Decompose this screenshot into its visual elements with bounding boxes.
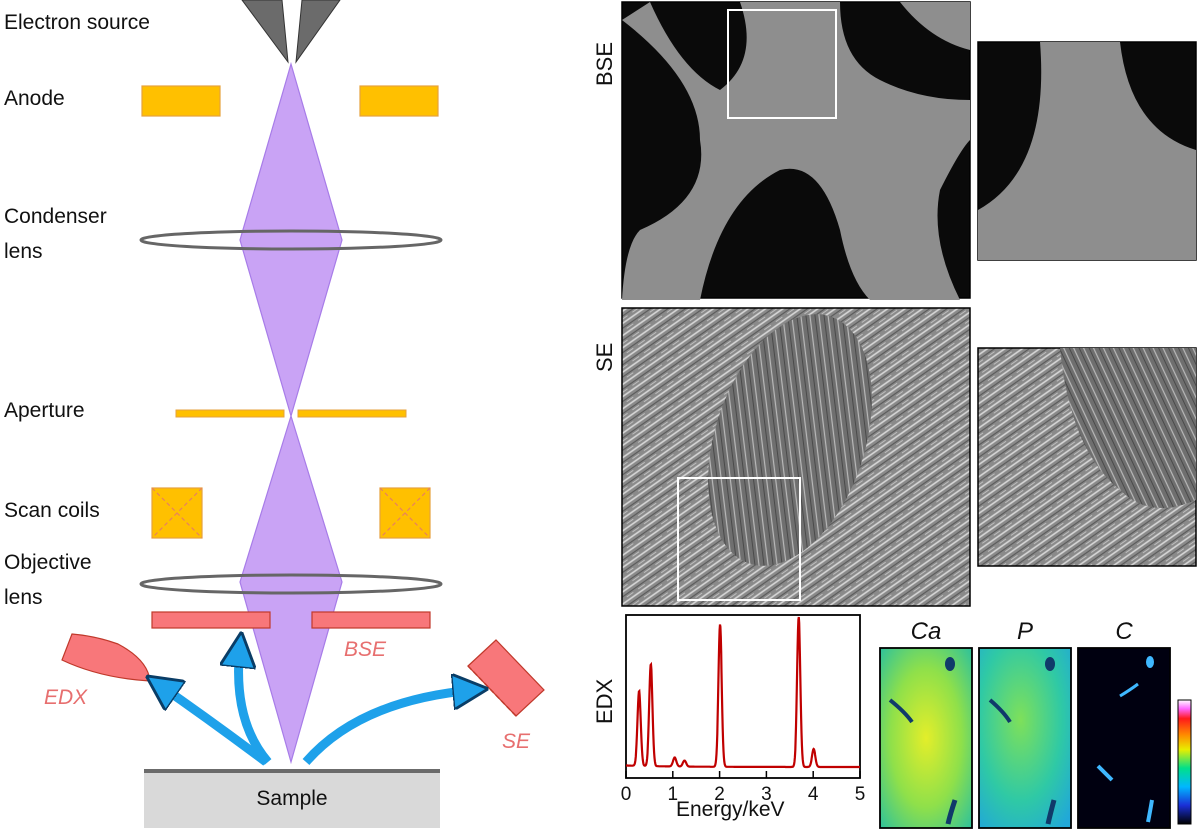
elemental-map-c [1077,647,1171,829]
edx-x-tick-label: 3 [761,784,772,805]
arrow-to-bse [239,646,272,765]
elemental-map-p [978,647,1072,829]
scan-coil-right [379,487,431,539]
aperture-right [297,409,407,418]
bse-detector-right [311,611,431,629]
edx-detector [61,633,151,682]
edx-x-tick-label: 0 [621,784,632,805]
edx-x-tick-label: 2 [714,784,725,805]
electron-source-right [295,0,341,64]
map-label-c: C [1115,618,1133,645]
label-electron-source: Electron source [4,11,150,34]
edx-x-tick-label: 5 [855,784,866,805]
electron-source-left [241,0,289,64]
map-label-p: P [1016,618,1033,645]
label-bse-detector: BSE [344,638,387,661]
condenser-lens [139,229,443,251]
se-micrograph-large [621,307,971,607]
label-anode: Anode [4,87,65,110]
se-detector [467,639,545,717]
edx-spectrum: 0 1 2 3 4 5 [621,614,866,805]
label-edx-detector: EDX [44,686,88,709]
sample-block [144,773,440,828]
label-sample: Sample [256,787,328,810]
se-micrograph-zoom [977,347,1197,567]
edx-x-tick-label: 1 [668,784,679,805]
bse-micrograph-zoom [977,41,1197,261]
bse-detector-left [151,611,271,629]
beam-lower [239,413,343,765]
arrow-to-se [302,690,474,765]
anode-right-plate [359,85,439,117]
colorbar [1177,699,1192,825]
label-aperture: Aperture [4,399,85,422]
row-label-edx: EDX [592,678,617,724]
edx-x-ticks: 0 1 2 3 4 5 [621,771,866,805]
elemental-map-ca [879,647,973,829]
aperture-left [175,409,285,418]
label-scan-coils: Scan coils [4,499,100,522]
arrow-to-edx [158,684,269,766]
label-se-detector: SE [502,730,531,753]
edx-x-tick-label: 4 [808,784,819,805]
map-label-ca: Ca [910,618,942,645]
label-objective-lens: Objective lens [4,551,92,609]
scan-coil-left [151,487,203,539]
row-label-se: SE [592,342,617,372]
edx-spectrum-line [626,616,860,769]
row-label-bse: BSE [592,41,617,86]
objective-lens [139,573,443,595]
beam-upper [239,61,343,419]
label-condenser-lens: Condenser lens [4,205,107,263]
edx-x-axis-label: Energy/keV [676,798,785,821]
bse-micrograph-large [621,1,971,300]
edx-plot-frame [625,614,861,779]
anode-left-plate [141,85,221,117]
